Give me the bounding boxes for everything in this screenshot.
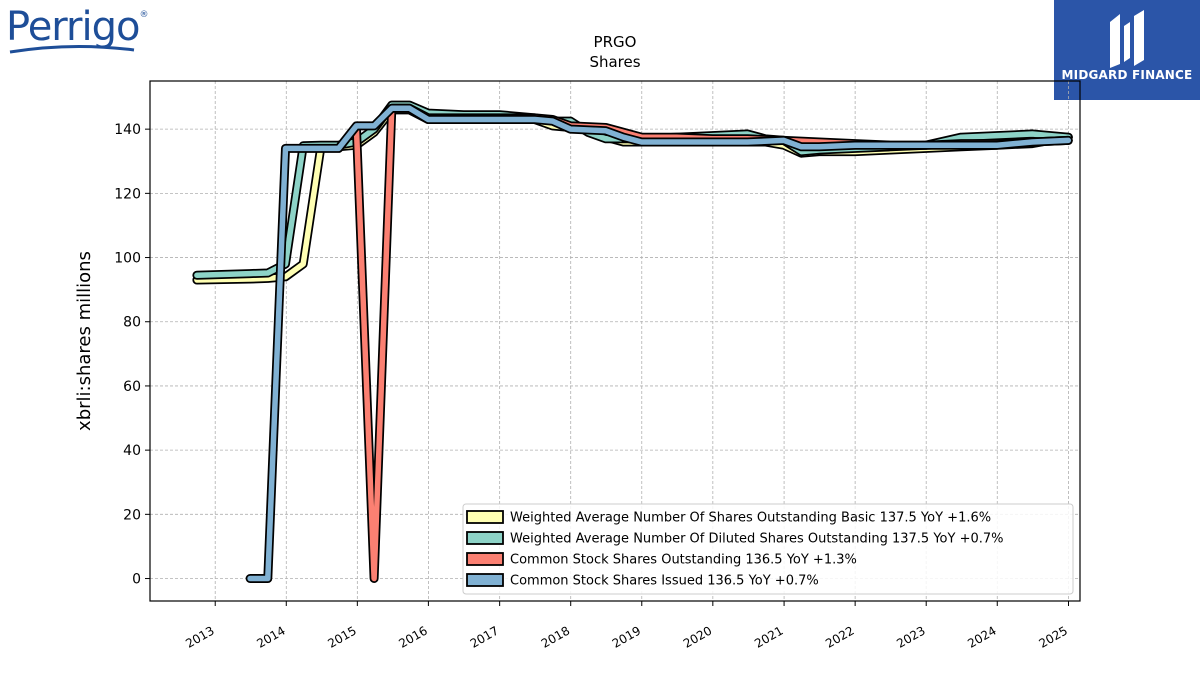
legend-label: Common Stock Shares Outstanding 136.5 Yo… (510, 553, 857, 568)
plot-frame (149, 80, 1081, 602)
legend: Weighted Average Number Of Shares Outsta… (462, 503, 1074, 595)
x-tick-label: 2022 (823, 623, 856, 650)
legend-item: Common Stock Shares Outstanding 136.5 Yo… (466, 552, 857, 568)
legend-label: Weighted Average Number Of Shares Outsta… (510, 511, 991, 526)
x-tick-label: 2016 (396, 623, 429, 650)
legend-swatch (466, 510, 504, 524)
chart-title: PRGO (594, 33, 637, 51)
midgard-brand-text: MIDGARD FINANCE (1061, 68, 1193, 82)
y-tick-label: 120 (114, 186, 141, 202)
legend-label: Weighted Average Number Of Diluted Share… (510, 532, 1004, 547)
midgard-finance-logo: MIDGARD FINANCE (1054, 0, 1200, 100)
y-tick-label: 100 (114, 251, 141, 267)
perrigo-logo: Perrigo® (6, 4, 148, 54)
legend-item: Weighted Average Number Of Diluted Share… (466, 531, 1004, 547)
series-line (247, 105, 1072, 582)
x-tick-label: 2025 (1037, 623, 1070, 650)
x-tick-label: 2014 (254, 623, 287, 650)
midgard-monogram-icon (1110, 10, 1144, 68)
y-tick-label: 40 (123, 443, 141, 459)
y-tick-label: 140 (114, 122, 141, 138)
y-tick-label: 0 (132, 572, 141, 588)
x-tick-label: 2018 (539, 623, 572, 650)
x-tick-label: 2024 (965, 623, 998, 650)
perrigo-swoosh-icon (9, 44, 135, 54)
x-tick-label: 2020 (681, 623, 714, 650)
y-tick-label: 60 (123, 379, 141, 395)
legend-item: Common Stock Shares Issued 136.5 YoY +0.… (466, 573, 819, 589)
y-axis-label: xbrli:shares millions (74, 251, 95, 431)
legend-swatch (466, 552, 504, 566)
y-axis: 0 20 40 60 80 100 120 140 (114, 122, 150, 588)
series-3 (245, 103, 1073, 583)
x-tick-label: 2021 (752, 623, 785, 650)
y-tick-label: 80 (123, 315, 141, 331)
legend-item: Weighted Average Number Of Shares Outsta… (466, 510, 991, 526)
x-tick-label: 2013 (183, 623, 216, 650)
x-tick-label: 2023 (894, 623, 927, 650)
x-tick-label: 2017 (468, 623, 501, 650)
legend-swatch (466, 531, 504, 545)
legend-label: Common Stock Shares Issued 136.5 YoY +0.… (510, 574, 819, 589)
x-tick-label: 2019 (610, 623, 643, 650)
x-axis: 2013 2014 2015 2016 2017 2018 2019 2020 2021 2022… (183, 601, 1070, 651)
legend-swatch (466, 573, 504, 587)
registered-mark: ® (139, 10, 148, 20)
legend-box (462, 503, 1074, 595)
chart-subtitle: Shares (589, 53, 640, 71)
y-tick-label: 20 (123, 507, 141, 523)
perrigo-logo-text: Perrigo (6, 4, 140, 50)
series-lines (192, 100, 1073, 583)
x-tick-label: 2015 (325, 623, 358, 650)
